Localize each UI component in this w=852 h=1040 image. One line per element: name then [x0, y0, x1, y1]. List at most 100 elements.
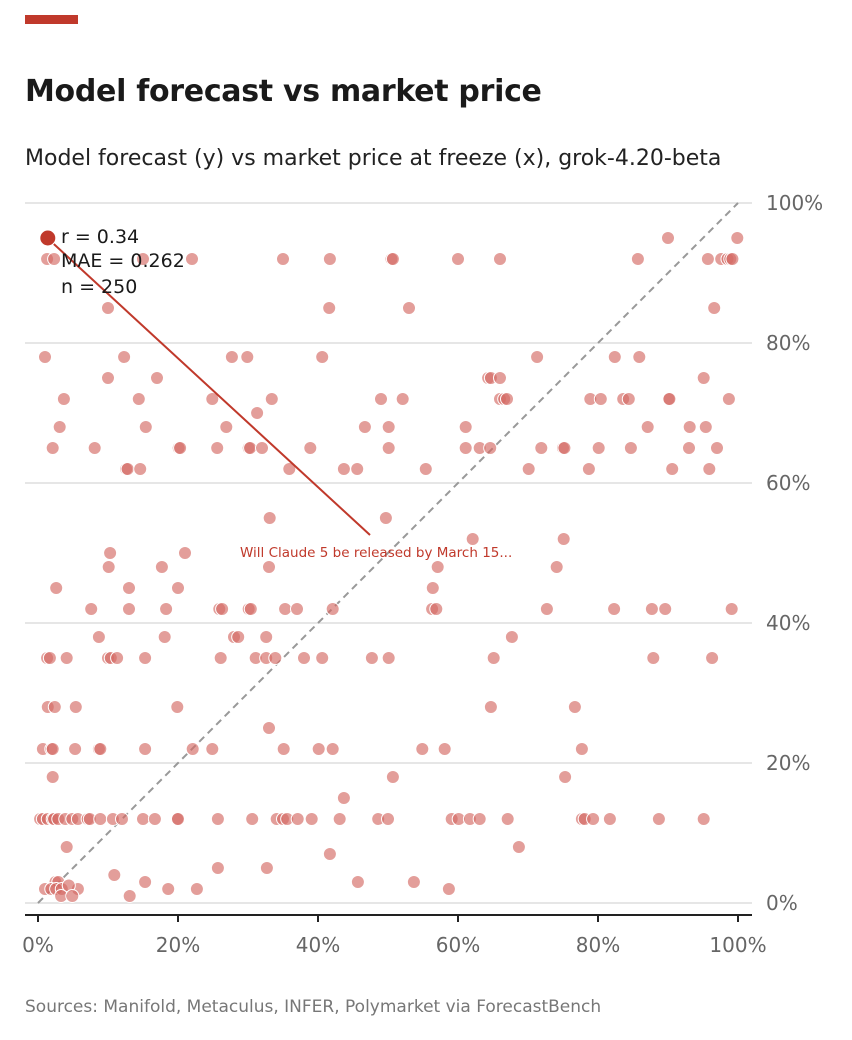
data-point[interactable]	[49, 581, 64, 595]
data-point[interactable]	[521, 462, 536, 476]
data-point[interactable]	[593, 392, 608, 406]
data-point[interactable]	[406, 875, 421, 889]
data-point[interactable]	[621, 392, 636, 406]
data-point[interactable]	[710, 441, 724, 455]
data-point[interactable]	[646, 651, 661, 665]
data-point[interactable]	[136, 252, 150, 266]
data-point[interactable]	[147, 812, 162, 826]
data-point[interactable]	[138, 420, 153, 434]
data-point[interactable]	[336, 791, 351, 805]
data-point[interactable]	[205, 392, 220, 406]
data-point[interactable]	[122, 581, 136, 595]
data-point[interactable]	[651, 812, 666, 826]
data-point[interactable]	[415, 742, 430, 756]
data-point[interactable]	[101, 301, 115, 315]
data-point[interactable]	[336, 462, 351, 476]
data-point[interactable]	[262, 511, 277, 525]
data-point[interactable]	[640, 420, 655, 434]
data-point[interactable]	[45, 441, 60, 455]
data-point[interactable]	[534, 441, 549, 455]
data-point[interactable]	[724, 602, 739, 616]
data-point[interactable]	[259, 861, 274, 875]
data-point[interactable]	[290, 602, 304, 616]
data-point[interactable]	[707, 301, 722, 315]
data-point[interactable]	[364, 651, 379, 665]
data-point[interactable]	[630, 252, 645, 266]
data-point[interactable]	[276, 252, 290, 266]
data-point[interactable]	[441, 882, 456, 896]
data-point[interactable]	[730, 231, 745, 245]
data-point[interactable]	[262, 560, 276, 574]
data-point[interactable]	[185, 742, 200, 756]
data-point[interactable]	[138, 651, 153, 665]
data-point[interactable]	[458, 441, 473, 455]
data-point[interactable]	[567, 700, 582, 714]
data-point[interactable]	[282, 462, 297, 476]
data-point[interactable]	[276, 742, 291, 756]
data-point[interactable]	[381, 812, 395, 826]
data-point[interactable]	[255, 441, 269, 455]
data-point[interactable]	[623, 441, 638, 455]
data-point[interactable]	[658, 602, 673, 616]
data-point[interactable]	[315, 651, 330, 665]
data-point[interactable]	[150, 371, 164, 385]
data-point[interactable]	[465, 532, 480, 546]
data-point[interactable]	[304, 812, 319, 826]
data-point[interactable]	[581, 462, 596, 476]
data-point[interactable]	[262, 721, 276, 735]
data-point[interactable]	[115, 812, 129, 826]
data-point[interactable]	[215, 602, 230, 616]
data-point[interactable]	[698, 420, 713, 434]
data-point[interactable]	[700, 252, 715, 266]
data-point[interactable]	[110, 651, 125, 665]
data-point[interactable]	[385, 252, 400, 266]
data-point[interactable]	[500, 812, 515, 826]
data-point[interactable]	[472, 812, 487, 826]
data-point[interactable]	[322, 301, 337, 315]
data-point[interactable]	[68, 700, 83, 714]
data-point[interactable]	[250, 406, 265, 420]
data-point[interactable]	[425, 581, 440, 595]
data-point[interactable]	[315, 350, 330, 364]
data-point[interactable]	[661, 231, 675, 245]
data-point[interactable]	[264, 392, 279, 406]
data-point[interactable]	[224, 350, 239, 364]
highlight-point[interactable]	[39, 229, 57, 247]
data-point[interactable]	[122, 602, 136, 616]
data-point[interactable]	[325, 742, 340, 756]
data-point[interactable]	[101, 371, 115, 385]
data-point[interactable]	[157, 630, 172, 644]
data-point[interactable]	[171, 812, 185, 826]
data-point[interactable]	[632, 350, 647, 364]
data-point[interactable]	[189, 882, 204, 896]
data-point[interactable]	[437, 742, 452, 756]
data-point[interactable]	[210, 812, 225, 826]
data-point[interactable]	[65, 889, 80, 903]
data-point[interactable]	[93, 812, 108, 826]
data-point[interactable]	[278, 602, 293, 616]
data-point[interactable]	[171, 581, 185, 595]
data-point[interactable]	[504, 630, 519, 644]
data-point[interactable]	[530, 350, 545, 364]
data-point[interactable]	[325, 602, 340, 616]
data-point[interactable]	[696, 812, 711, 826]
data-point[interactable]	[107, 868, 122, 882]
data-point[interactable]	[350, 462, 365, 476]
data-point[interactable]	[682, 420, 697, 434]
data-point[interactable]	[483, 441, 498, 455]
data-point[interactable]	[607, 602, 622, 616]
data-point[interactable]	[59, 840, 74, 854]
data-point[interactable]	[493, 252, 507, 266]
data-point[interactable]	[696, 371, 711, 385]
data-point[interactable]	[332, 812, 347, 826]
data-point[interactable]	[451, 252, 465, 266]
data-point[interactable]	[45, 770, 60, 784]
data-point[interactable]	[357, 420, 372, 434]
data-point[interactable]	[350, 875, 365, 889]
data-point[interactable]	[591, 441, 606, 455]
data-point[interactable]	[122, 889, 137, 903]
data-point[interactable]	[178, 546, 192, 560]
data-point[interactable]	[511, 840, 526, 854]
data-point[interactable]	[103, 546, 118, 560]
data-point[interactable]	[133, 462, 148, 476]
